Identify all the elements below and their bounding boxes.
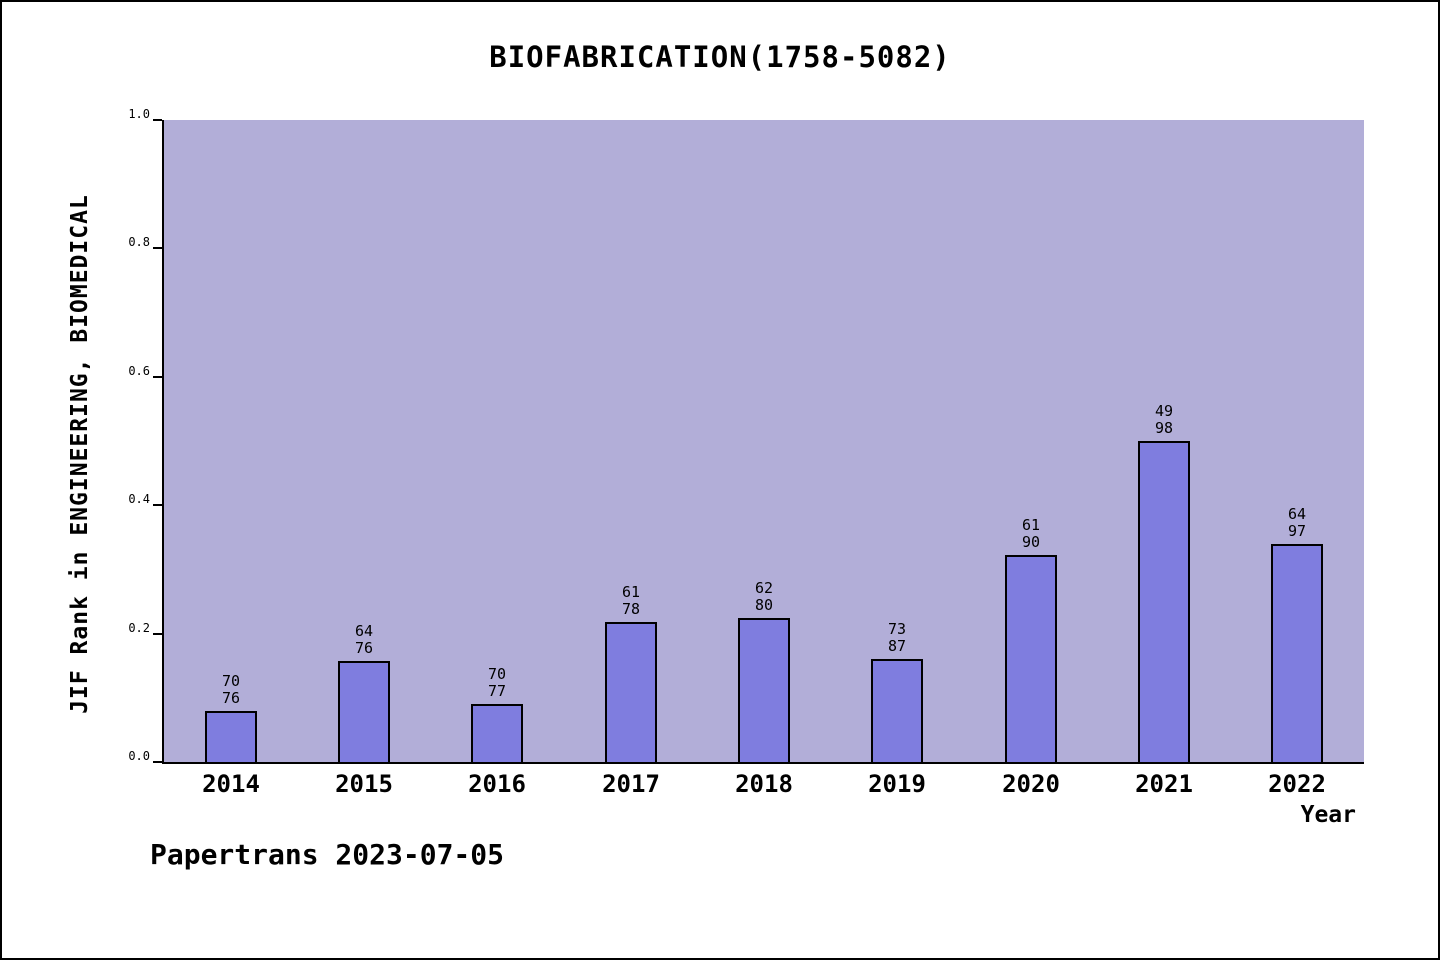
bar-2016 [471,704,523,762]
x-tick-label-2021: 2021 [1135,770,1193,798]
y-tick-mark-0.4 [153,504,162,506]
y-tick-mark-0.0 [153,761,162,763]
y-tick-label-0.2: 0.2 [128,621,150,635]
bar-2020 [1005,555,1057,762]
y-tick-label-0.0: 0.0 [128,749,150,763]
bar-value-label-2019: 73 87 [887,620,907,655]
x-tick-label-2019: 2019 [868,770,926,798]
y-tick-mark-1.0 [153,119,162,121]
x-tick-label-2014: 2014 [202,770,260,798]
bar-2015 [338,661,390,762]
bar-value-label-2017: 61 78 [621,583,641,618]
x-tick-label-2015: 2015 [335,770,393,798]
plot-area: 70 76 2014 64 76 2015 70 77 2016 61 78 2017 62 8… [128,107,1364,798]
y-tick-label-0.8: 0.8 [128,235,150,249]
bar-2019 [871,659,923,762]
bar-2022 [1271,544,1323,762]
x-tick-label-2022: 2022 [1268,770,1326,798]
x-tick-label-2018: 2018 [735,770,793,798]
x-tick-label-2020: 2020 [1002,770,1060,798]
y-tick-mark-0.2 [153,633,162,635]
bar-value-label-2018: 62 80 [754,579,774,614]
x-axis-label: Year [1300,802,1356,828]
y-tick-mark-0.6 [153,376,162,378]
bar-value-label-2015: 64 76 [354,622,374,657]
bar-2017 [605,622,657,762]
y-tick-label-1.0: 1.0 [128,107,150,121]
x-tick-label-2017: 2017 [602,770,660,798]
bar-2018 [738,618,790,762]
y-tick-mark-0.8 [153,247,162,249]
y-tick-label-0.6: 0.6 [128,364,150,378]
y-tick-label-0.4: 0.4 [128,492,150,506]
bar-value-label-2014: 70 76 [221,672,241,707]
bar-value-label-2022: 64 97 [1287,505,1307,540]
footer-note: Papertrans 2023-07-05 [150,838,505,871]
bar-value-label-2020: 61 90 [1021,516,1041,551]
bar-value-label-2021: 49 98 [1154,402,1174,437]
bar-value-label-2016: 70 77 [487,665,507,700]
y-axis-label: JIF Rank in ENGINEERING, BIOMEDICAL [67,194,93,714]
chart-title: BIOFABRICATION(1758-5082) [489,40,951,74]
x-tick-label-2016: 2016 [468,770,526,798]
bar-2014 [205,711,257,762]
bar-2021 [1138,441,1190,762]
